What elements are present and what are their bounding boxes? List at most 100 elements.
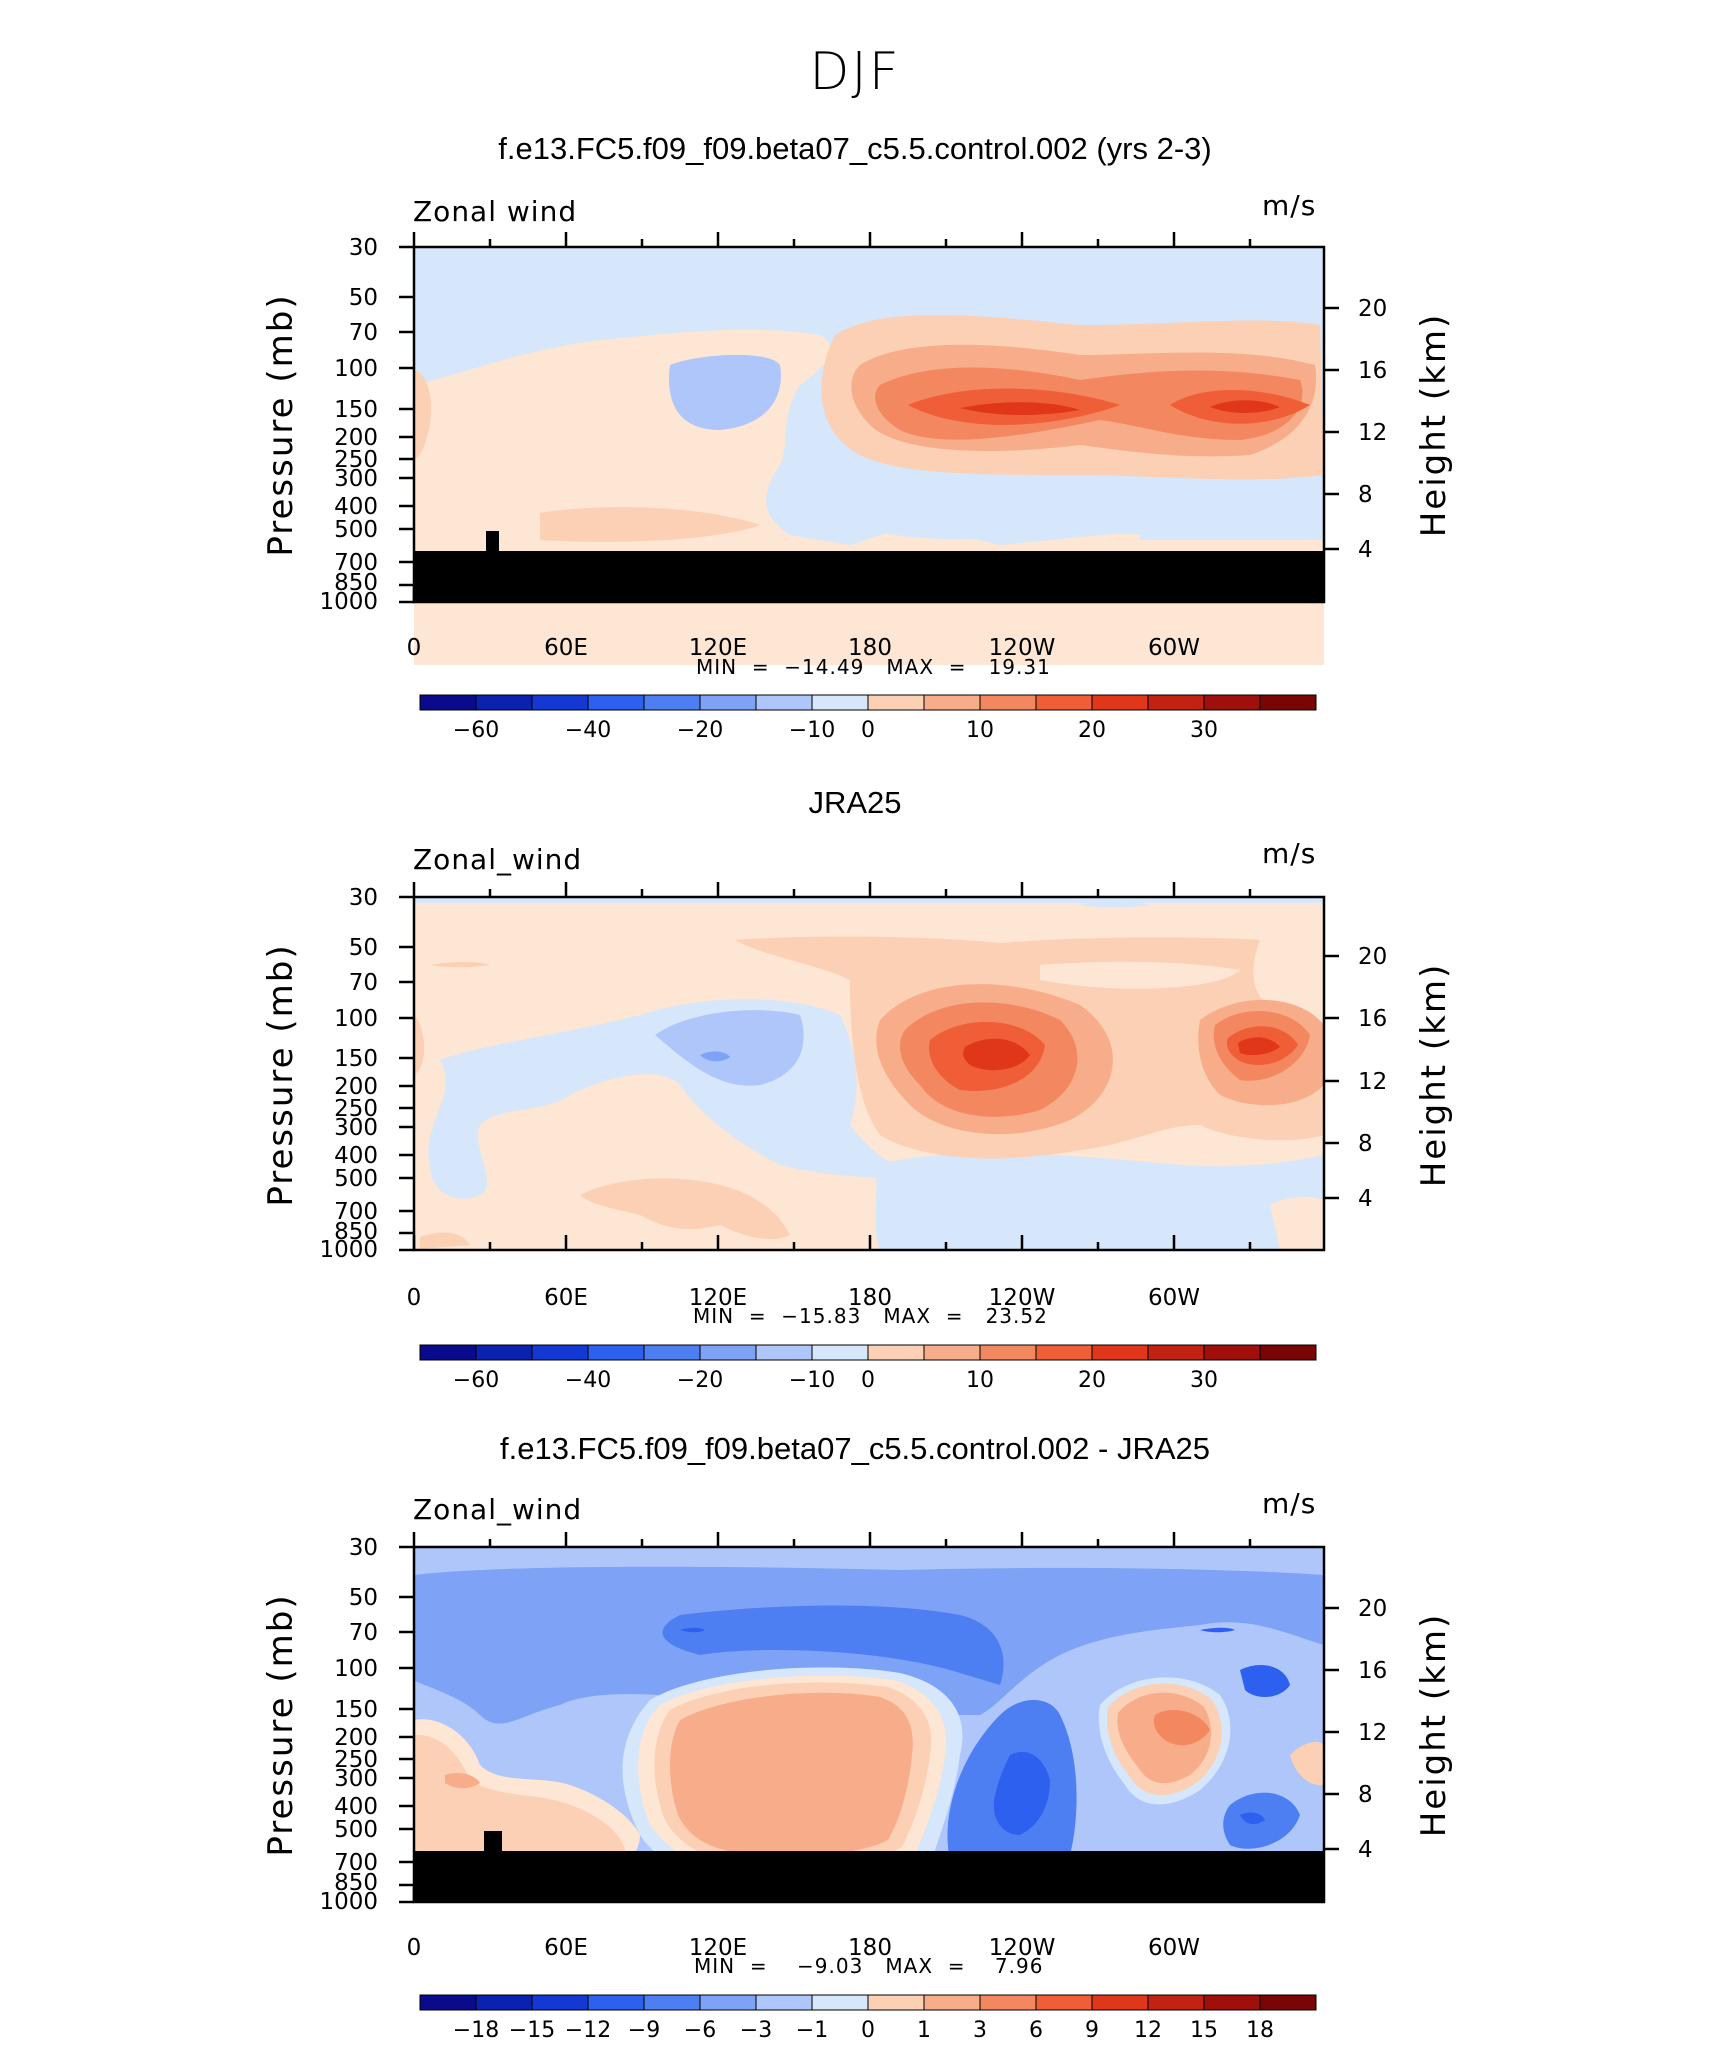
y-tick-label: 30 — [349, 885, 378, 911]
panel-3: f.e13.FC5.f09_f09.beta07_c5.5.control.00… — [0, 1415, 1710, 2065]
x-tick-label: 180 — [848, 1285, 892, 1311]
colorbar-label: −9 — [628, 2018, 660, 2043]
colorbar-label: 1 — [917, 2018, 931, 2043]
y-tick-label: 850 — [334, 570, 378, 596]
x-tick-label: 0 — [407, 1935, 422, 1961]
x-tick-label: 60E — [544, 1285, 588, 1311]
colorbar-swatch — [923, 694, 981, 711]
y-tick-label: 100 — [334, 1006, 378, 1032]
x-tick-label: 60E — [544, 1935, 588, 1961]
colorbar-swatch — [1203, 694, 1261, 711]
colorbar-swatch — [979, 1994, 1037, 2011]
colorbar-label: 20 — [1078, 1368, 1106, 1393]
y-tick-label: 150 — [334, 397, 378, 423]
colorbar-swatch — [1035, 694, 1093, 711]
colorbar-label: −6 — [684, 2018, 716, 2043]
y-tick-label: 200 — [334, 1725, 378, 1751]
colorbar-label: 0 — [861, 718, 875, 743]
panel-2: JRA25 Zonal_wind m/s — [0, 765, 1710, 1415]
colorbar-label: −18 — [453, 2018, 499, 2043]
y2-tick-label: 4 — [1358, 1186, 1373, 1212]
y-axis-right: 20 16 12 8 4 Height (km) — [1324, 944, 1454, 1212]
colorbar-swatch — [1259, 1994, 1317, 2011]
colorbar-label: 30 — [1190, 1368, 1218, 1393]
x-tick-label: 120E — [689, 1935, 747, 1961]
x-tick-label: 120E — [689, 635, 747, 661]
y2-tick-label: 4 — [1358, 537, 1373, 563]
colorbar-label: −12 — [565, 2018, 611, 2043]
colorbar-swatch — [1259, 694, 1317, 711]
panel-title: JRA25 — [808, 785, 902, 820]
y-axis-right: 20 16 12 8 4 Height (km) — [1324, 296, 1454, 563]
colorbar-swatch — [475, 1344, 533, 1361]
variable-label: Zonal_wind — [413, 843, 583, 876]
colorbar-label: −10 — [789, 718, 835, 743]
colorbar-swatch — [1147, 1344, 1205, 1361]
colorbar-swatch — [587, 1344, 645, 1361]
colorbar-swatch — [755, 1994, 813, 2011]
y-tick-label: 50 — [349, 1585, 378, 1611]
y-tick-label: 400 — [334, 1143, 378, 1169]
y2-tick-label: 8 — [1358, 482, 1373, 508]
x-tick-label: 60W — [1148, 1935, 1200, 1961]
panel-title: f.e13.FC5.f09_f09.beta07_c5.5.control.00… — [499, 1431, 1211, 1466]
colorbar-swatch — [699, 1344, 757, 1361]
colorbar: −18 −15 −12 −9 −6 −3 −1 0 1 3 6 9 12 15 18 — [419, 1994, 1317, 2043]
y-axis-left: 30 50 70 100 150 200 250 300 400 500 700… — [261, 1535, 414, 1915]
x-tick-label: 60E — [544, 635, 588, 661]
y2-tick-label: 20 — [1358, 1596, 1387, 1622]
y-tick-label: 100 — [334, 1656, 378, 1682]
y-tick-label: 250 — [334, 1747, 378, 1773]
colorbar-swatch — [979, 694, 1037, 711]
y-tick-label: 30 — [349, 235, 378, 261]
colorbar-label: 6 — [1029, 2018, 1043, 2043]
colorbar-swatch — [1259, 1344, 1317, 1361]
y-tick-label: 400 — [334, 1794, 378, 1820]
figure-title: DJF — [809, 42, 901, 102]
x-tick-label: 0 — [407, 1285, 422, 1311]
y-axis-title: Pressure (mb) — [261, 1593, 301, 1856]
x-axis: 0 60E 120E 180 120W 60W — [407, 882, 1252, 1311]
colorbar-swatch — [587, 1994, 645, 2011]
colorbar-swatch — [1091, 1344, 1149, 1361]
colorbar-swatch — [811, 1994, 869, 2011]
y-axis-right: 20 16 12 8 4 Height (km) — [1324, 1596, 1454, 1863]
y2-tick-label: 12 — [1358, 1720, 1387, 1746]
x-axis: 0 60E 120E 180 120W 60W — [407, 232, 1252, 661]
units-label: m/s — [1262, 189, 1317, 222]
y-tick-label: 70 — [349, 970, 378, 996]
colorbar-swatch — [643, 694, 701, 711]
y-tick-label: 70 — [349, 320, 378, 346]
y-tick-label: 500 — [334, 1817, 378, 1843]
y-tick-label: 200 — [334, 425, 378, 451]
min-max-label: MIN = −9.03 MAX = 7.96 — [694, 1954, 1044, 1978]
y2-axis-title: Height (km) — [1414, 963, 1454, 1188]
min-max-label: MIN = −14.49 MAX = 19.31 — [696, 655, 1051, 679]
contour-plot: 0 60E 120E 180 120W 60W 30 50 70 100 15 — [261, 882, 1454, 1393]
y2-tick-label: 16 — [1358, 358, 1387, 384]
colorbar-swatch — [923, 1344, 981, 1361]
colorbar-swatch — [811, 694, 869, 711]
x-tick-label: 180 — [848, 635, 892, 661]
colorbar-swatch — [419, 694, 477, 711]
contour-fill — [414, 897, 1324, 1250]
y-tick-label: 400 — [334, 494, 378, 520]
colorbar-label: −3 — [740, 2018, 772, 2043]
y-tick-label: 150 — [334, 1046, 378, 1072]
colorbar-swatch — [1035, 1994, 1093, 2011]
colorbar-label: −20 — [677, 718, 723, 743]
y-tick-label: 250 — [334, 447, 378, 473]
x-tick-label: 120W — [989, 1935, 1056, 1961]
x-tick-label: 120W — [989, 635, 1056, 661]
colorbar-swatch — [643, 1994, 701, 2011]
x-tick-label: 120E — [689, 1285, 747, 1311]
y2-tick-label: 16 — [1358, 1658, 1387, 1684]
colorbar-label: 18 — [1246, 2018, 1274, 2043]
colorbar-label: −60 — [453, 718, 499, 743]
colorbar-swatch — [811, 1344, 869, 1361]
y-tick-label: 1000 — [319, 1237, 378, 1263]
y2-tick-label: 12 — [1358, 1069, 1387, 1095]
colorbar-swatch — [475, 1994, 533, 2011]
colorbar-swatch — [1203, 1994, 1261, 2011]
colorbar-label: −20 — [677, 1368, 723, 1393]
